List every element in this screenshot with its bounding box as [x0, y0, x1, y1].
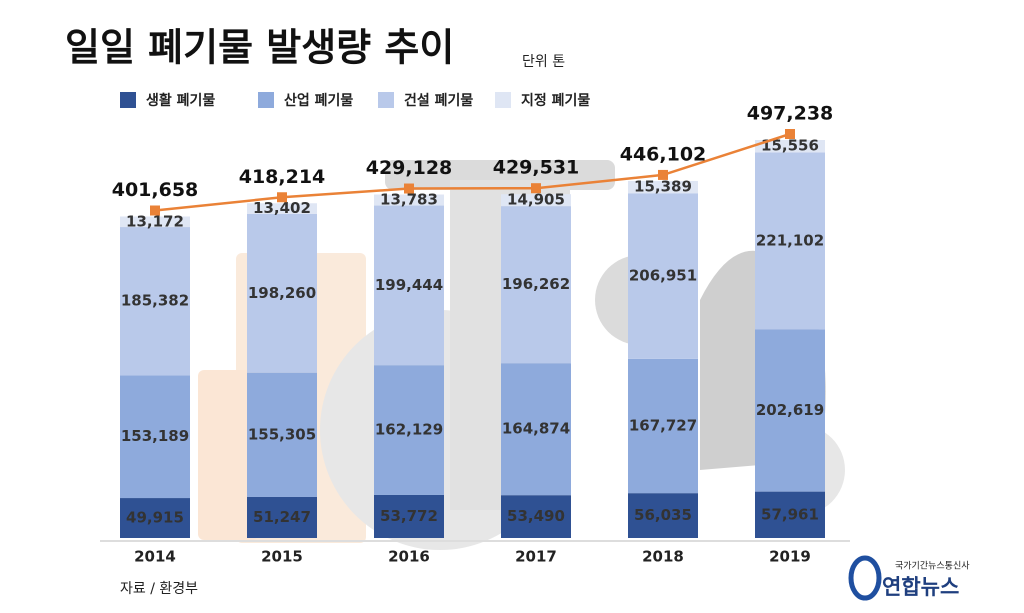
bar-segment — [374, 194, 444, 206]
x-tick-label: 2014 — [134, 548, 176, 566]
data-label: 56,035 — [634, 506, 692, 524]
bar-segment — [120, 498, 190, 538]
data-label: 185,382 — [121, 292, 189, 310]
x-tick-label: 2019 — [769, 548, 811, 566]
bar-segment — [755, 491, 825, 538]
total-point — [785, 129, 795, 139]
data-label: 51,247 — [253, 508, 311, 526]
total-point — [531, 183, 541, 194]
data-label: 198,260 — [248, 284, 316, 302]
source: 자료 / 환경부 — [120, 581, 198, 597]
total-label: 429,531 — [493, 157, 580, 179]
legend-label: 생활 폐기물 — [146, 92, 215, 109]
bar-segment — [120, 216, 190, 228]
data-label: 53,490 — [507, 507, 565, 525]
data-label: 206,951 — [629, 267, 697, 285]
total-line — [154, 132, 791, 212]
bar-segment — [120, 375, 190, 499]
legend-label: 산업 폐기물 — [284, 92, 353, 109]
legend-swatch — [378, 92, 394, 108]
bar-segment — [247, 203, 317, 214]
total-label: 497,238 — [747, 103, 834, 125]
bar-segment — [755, 329, 825, 492]
x-tick-label: 2018 — [642, 548, 684, 566]
bar-segment — [628, 193, 698, 359]
bar-segment — [628, 358, 698, 494]
logo-mark — [848, 555, 882, 601]
bar-segment — [247, 496, 317, 538]
data-label: 53,772 — [380, 507, 438, 525]
bar-segment — [501, 194, 571, 207]
total-label: 429,128 — [366, 157, 453, 179]
chart-title: 일일 폐기물 발생량 추이 — [65, 26, 454, 70]
x-tick-label: 2015 — [261, 548, 303, 566]
data-label: 13,402 — [253, 199, 311, 217]
bar-segment — [247, 372, 317, 497]
bar-segment — [628, 180, 698, 194]
data-label: 57,961 — [761, 505, 819, 523]
credit-tagline: 국가기간뉴스통신사 — [895, 561, 970, 572]
bar-segment — [374, 205, 444, 366]
data-label: 13,172 — [126, 212, 184, 230]
data-label: 153,189 — [121, 427, 189, 445]
bar-segment — [628, 493, 698, 538]
total-label: 418,214 — [239, 166, 326, 188]
data-label: 49,915 — [126, 509, 184, 527]
legend-label: 건설 폐기물 — [404, 92, 473, 109]
bar-segment — [755, 140, 825, 153]
total-label: 401,658 — [112, 179, 199, 201]
data-label: 199,444 — [375, 276, 443, 294]
total-point — [404, 183, 414, 194]
bar-segment — [247, 213, 317, 373]
x-tick-label: 2017 — [515, 548, 557, 566]
legend-label: 지정 폐기물 — [521, 92, 590, 109]
legend-swatch — [495, 92, 511, 108]
bar-segment — [120, 227, 190, 376]
legend-swatch — [258, 92, 274, 108]
data-label: 15,389 — [634, 178, 692, 196]
data-label: 196,262 — [502, 275, 570, 293]
bar-segment — [374, 494, 444, 538]
legend-swatch — [120, 92, 136, 108]
x-tick-label: 2016 — [388, 548, 430, 566]
data-label: 202,619 — [756, 401, 824, 419]
total-point — [277, 192, 287, 203]
bar-segment — [501, 206, 571, 364]
total-point — [150, 205, 160, 216]
data-label: 14,905 — [507, 191, 565, 209]
data-label: 15,556 — [761, 137, 819, 155]
data-label: 167,727 — [629, 417, 697, 435]
total-label: 446,102 — [620, 143, 707, 165]
bar-segment — [501, 495, 571, 538]
data-label: 164,874 — [502, 420, 570, 438]
total-point — [658, 169, 668, 180]
data-label: 155,305 — [248, 425, 316, 443]
unit-label: 단위 톤 — [522, 54, 565, 70]
bar-segment — [374, 365, 444, 495]
credit: 연합뉴스 — [882, 575, 959, 599]
data-label: 221,102 — [756, 231, 824, 249]
bar-segment — [755, 152, 825, 330]
bar-segment — [501, 363, 571, 496]
data-label: 162,129 — [375, 421, 443, 439]
data-label: 13,783 — [380, 191, 438, 209]
